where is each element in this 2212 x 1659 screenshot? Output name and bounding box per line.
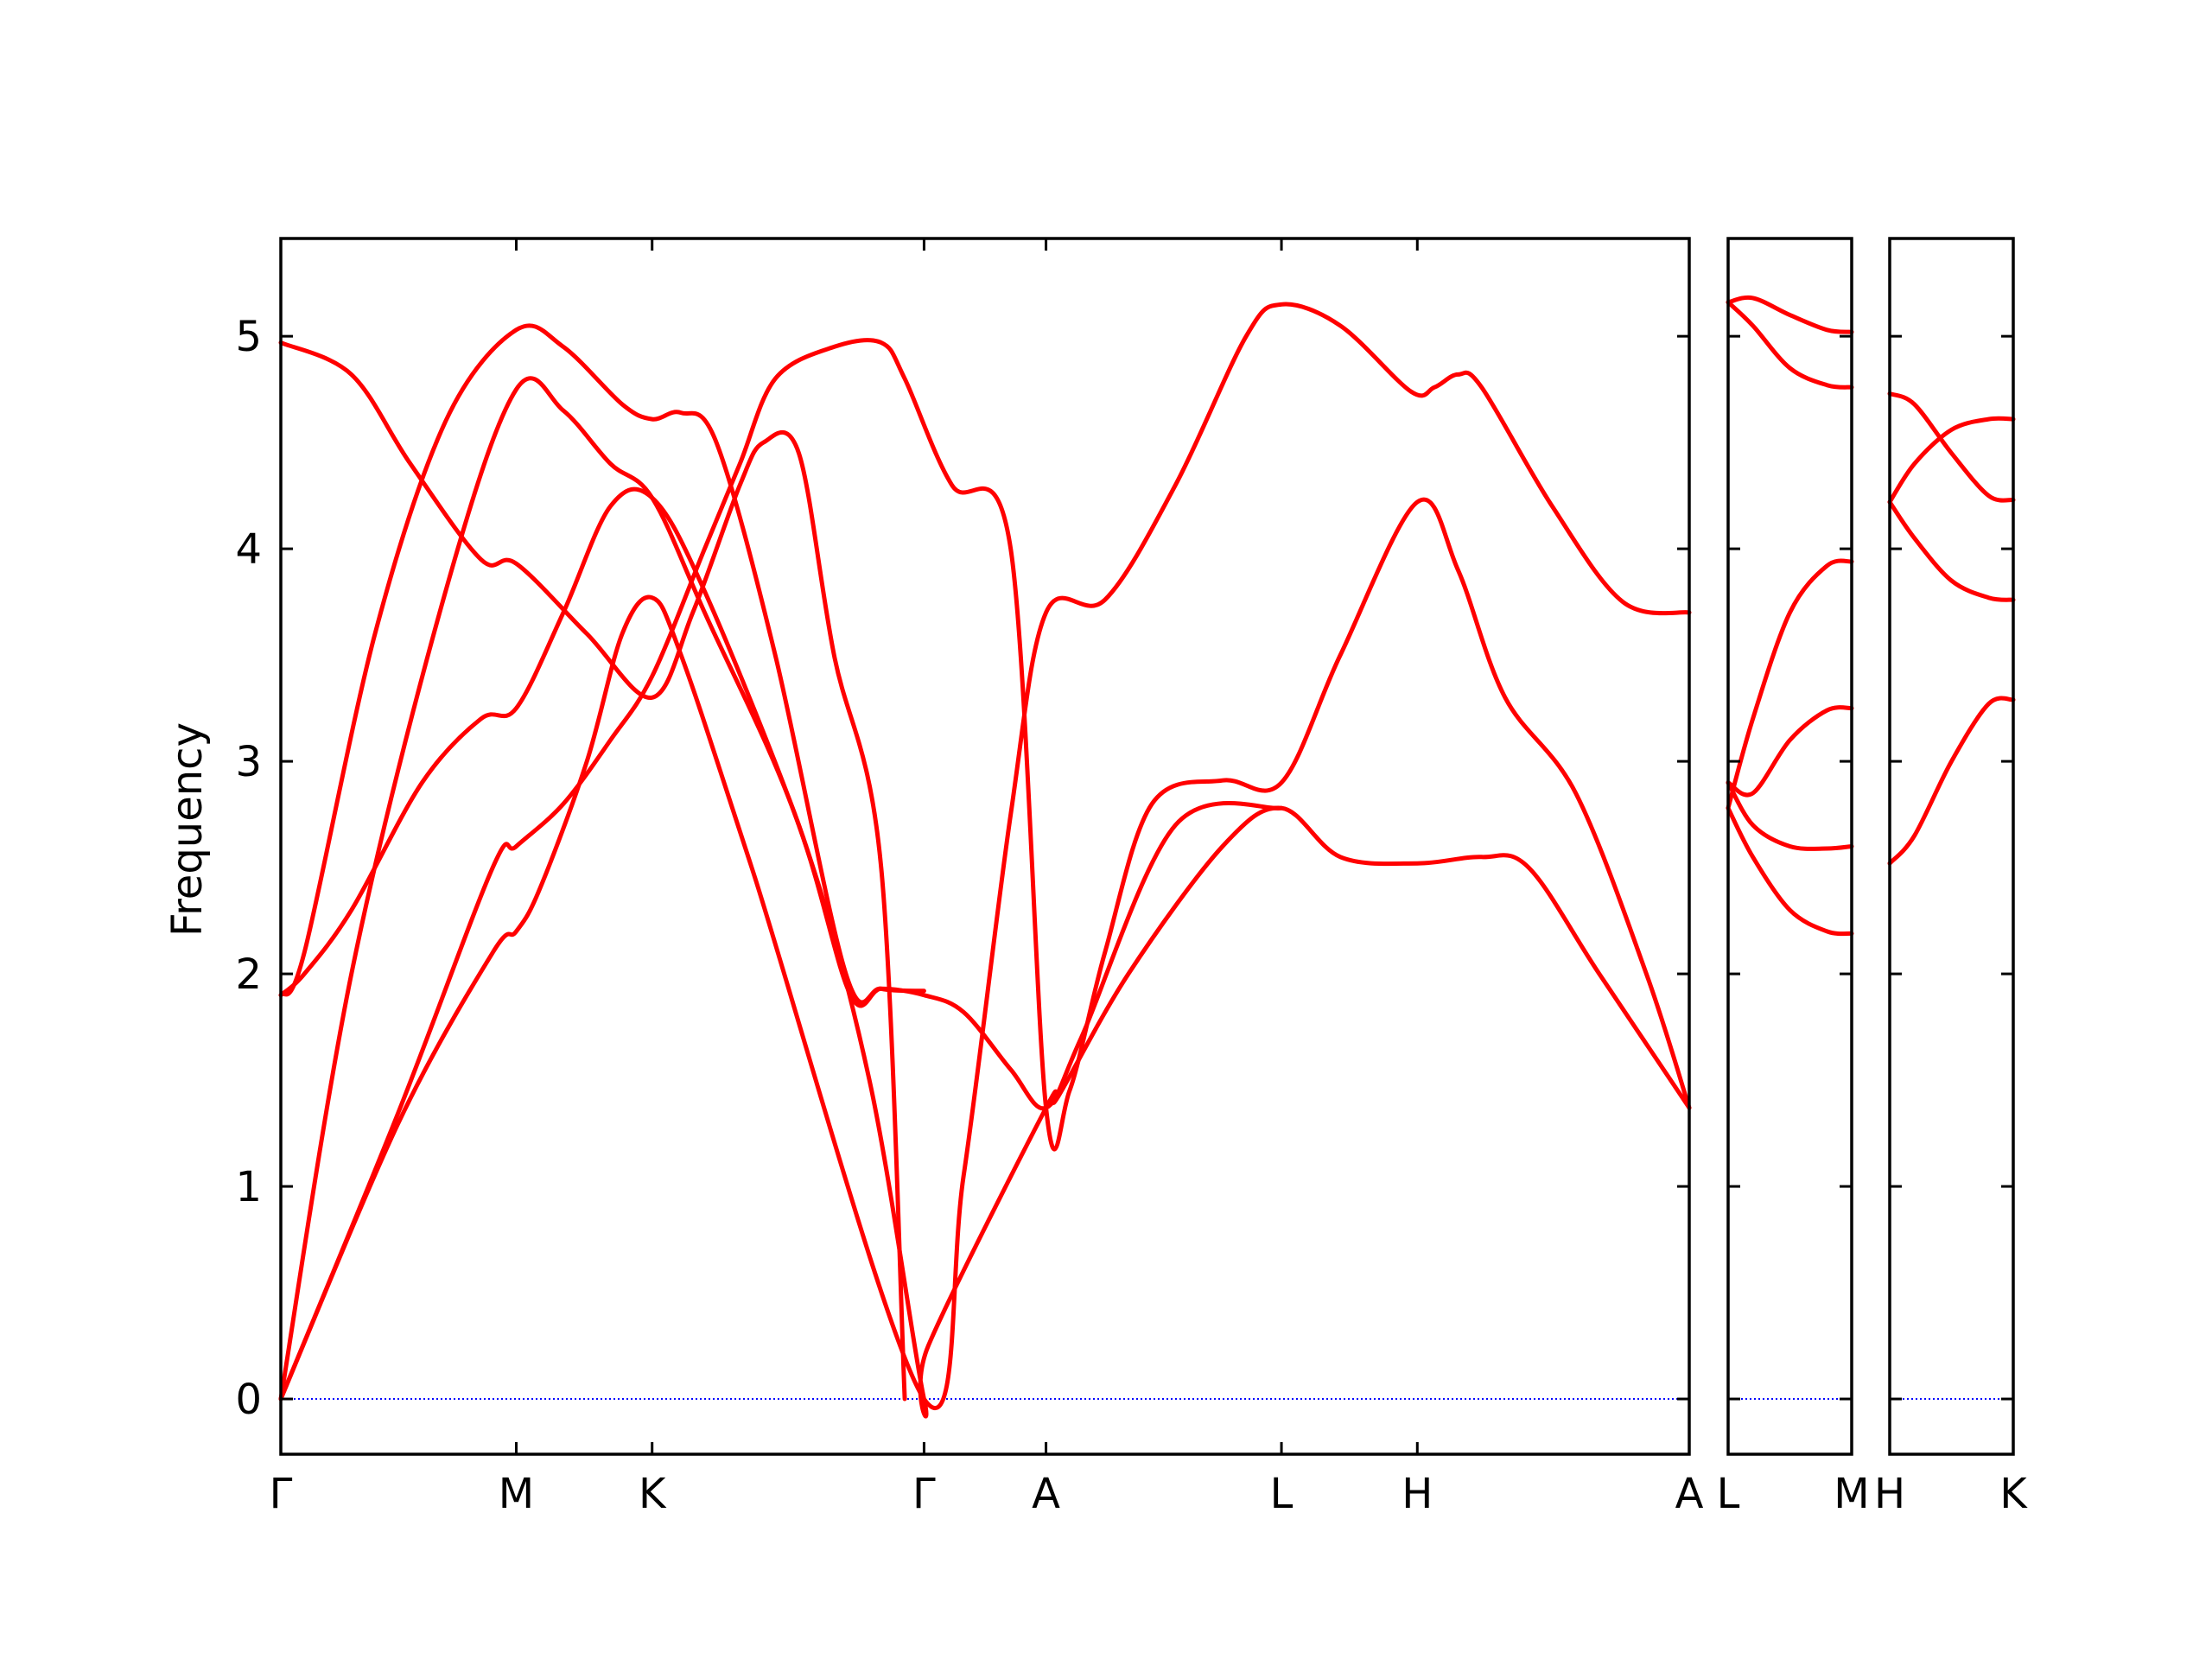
band-6	[1726, 805, 1854, 937]
band-4	[1887, 696, 2016, 866]
y-tick-label: 5	[235, 313, 262, 361]
x-tick-label: L	[1270, 1470, 1294, 1518]
band-5	[278, 323, 926, 1005]
y-tick-label: 2	[235, 950, 262, 999]
x-tick-label: A	[1032, 1470, 1060, 1518]
band-2	[1726, 300, 1854, 390]
y-tick-label: 1	[235, 1163, 262, 1211]
x-tick-label: L	[1717, 1470, 1740, 1518]
x-tick-label: M	[1834, 1470, 1869, 1518]
band-2	[278, 338, 1692, 1402]
x-tick-label: H	[1402, 1470, 1433, 1518]
band-5	[1726, 780, 1854, 851]
x-tick-label: K	[1999, 1470, 2028, 1518]
x-tick-label: M	[499, 1470, 534, 1518]
y-tick-label: 4	[235, 525, 262, 574]
band-4	[278, 486, 1284, 1111]
panel-frame	[279, 237, 1691, 1456]
x-tick-label: K	[639, 1470, 667, 1518]
y-tick-label: 0	[235, 1376, 262, 1424]
panel-frame	[1726, 237, 1853, 1456]
band-6	[278, 340, 907, 1402]
band-4	[1726, 705, 1854, 798]
band-3	[1887, 499, 2016, 602]
band-1	[1887, 391, 2016, 503]
band-3	[278, 376, 1692, 1419]
x-tick-label: Γ	[912, 1470, 936, 1518]
band-1	[278, 302, 1692, 1410]
x-tick-label: Γ	[270, 1470, 293, 1518]
y-axis-label: Frequency	[163, 722, 212, 937]
band-2	[1887, 416, 2016, 505]
x-tick-label: H	[1874, 1470, 1905, 1518]
panel-frame	[1888, 237, 2015, 1456]
panel-1: 0 1 2 3 4 5 Γ M K Γ A L H A	[235, 237, 1704, 1518]
y-tick-label: 3	[235, 738, 262, 786]
band-1	[1726, 295, 1854, 334]
x-tick-label: A	[1675, 1470, 1704, 1518]
band-3	[1726, 558, 1854, 810]
